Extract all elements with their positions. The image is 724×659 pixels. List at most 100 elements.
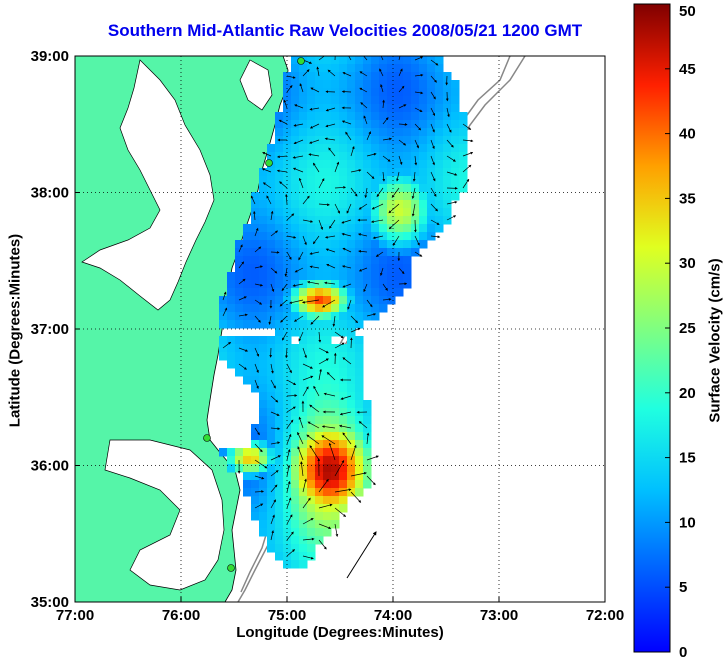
velocity-cell <box>355 96 364 105</box>
velocity-cell <box>267 512 276 521</box>
velocity-cell <box>307 544 316 553</box>
velocity-cell <box>363 144 372 153</box>
velocity-cell <box>363 176 372 185</box>
velocity-cell <box>307 312 316 321</box>
velocity-vector <box>430 75 437 83</box>
velocity-cell <box>299 152 308 161</box>
velocity-cell <box>275 288 284 297</box>
velocity-vector <box>318 523 332 530</box>
velocity-vector <box>270 250 280 254</box>
velocity-cell <box>435 184 444 193</box>
velocity-cell <box>403 72 412 81</box>
velocity-cell <box>339 128 348 137</box>
velocity-cell <box>227 352 236 361</box>
velocity-cell <box>339 472 348 481</box>
velocity-vector <box>318 539 327 550</box>
velocity-cell <box>291 360 300 369</box>
velocity-cell <box>403 264 412 273</box>
velocity-cell <box>331 248 340 257</box>
velocity-cell <box>307 304 316 313</box>
velocity-cell <box>315 416 324 425</box>
velocity-cell <box>307 392 316 401</box>
velocity-cell <box>219 344 228 353</box>
velocity-cell <box>291 184 300 193</box>
velocity-cell <box>355 176 364 185</box>
velocity-vector <box>382 137 393 141</box>
velocity-cell <box>347 160 356 169</box>
velocity-vector <box>430 171 436 182</box>
velocity-cell <box>291 72 300 81</box>
velocity-cell <box>315 368 324 377</box>
velocity-cell <box>259 368 268 377</box>
velocity-vector <box>286 433 292 445</box>
velocity-cell <box>371 240 380 249</box>
velocity-cell <box>323 472 332 481</box>
velocity-vector <box>341 265 352 269</box>
velocity-cell <box>435 216 444 225</box>
velocity-cell <box>307 248 316 257</box>
velocity-cell <box>339 280 348 289</box>
velocity-cell <box>339 496 348 505</box>
colorbar-tick-label: 25 <box>679 320 696 337</box>
velocity-vector <box>446 123 452 133</box>
velocity-cell <box>275 312 284 321</box>
velocity-cell <box>331 104 340 113</box>
velocity-cell <box>267 528 276 537</box>
velocity-cell <box>251 448 260 457</box>
velocity-cell <box>403 216 412 225</box>
velocity-vector <box>361 56 368 61</box>
velocity-cell <box>307 344 316 353</box>
velocity-cell <box>291 480 300 489</box>
velocity-cell <box>267 464 276 473</box>
velocity-cell <box>435 192 444 201</box>
velocity-cell <box>315 376 324 385</box>
velocity-vector <box>414 235 420 246</box>
velocity-vector <box>316 66 320 77</box>
velocity-vector <box>358 249 368 253</box>
velocity-cell <box>323 168 332 177</box>
velocity-cell <box>227 312 236 321</box>
velocity-cell <box>323 440 332 449</box>
velocity-cell <box>259 304 268 313</box>
velocity-cell <box>395 192 404 201</box>
velocity-cell <box>347 368 356 377</box>
velocity-cell <box>275 280 284 289</box>
velocity-cell <box>435 176 444 185</box>
velocity-cell <box>427 112 436 121</box>
velocity-cell <box>427 192 436 201</box>
velocity-cell <box>307 464 316 473</box>
velocity-cell <box>339 168 348 177</box>
velocity-cell <box>307 272 316 281</box>
velocity-cell <box>355 296 364 305</box>
velocity-cell <box>451 168 460 177</box>
velocity-cell <box>299 64 308 73</box>
velocity-cell <box>435 144 444 153</box>
velocity-cell <box>387 256 396 265</box>
velocity-cell <box>363 224 372 233</box>
velocity-vector <box>364 187 368 199</box>
velocity-cell <box>355 304 364 313</box>
velocity-vector <box>302 299 320 304</box>
velocity-cell <box>443 112 452 121</box>
velocity-cell <box>243 472 252 481</box>
velocity-vector <box>254 246 262 253</box>
velocity-cell <box>331 496 340 505</box>
velocity-cell <box>331 240 340 249</box>
velocity-cell <box>235 288 244 297</box>
velocity-cell <box>243 288 252 297</box>
velocity-cell <box>259 424 268 433</box>
velocity-cell <box>307 152 316 161</box>
velocity-vector <box>366 299 373 308</box>
velocity-cell <box>419 168 428 177</box>
velocity-cell <box>363 416 372 425</box>
velocity-vector <box>334 459 345 477</box>
velocity-cell <box>323 528 332 537</box>
velocity-cell <box>323 96 332 105</box>
velocity-cell <box>403 200 412 209</box>
velocity-cell <box>291 216 300 225</box>
velocity-cell <box>299 408 308 417</box>
velocity-cell <box>339 344 348 353</box>
velocity-vector <box>359 87 368 93</box>
velocity-vector <box>318 219 323 230</box>
velocity-cell <box>339 464 348 473</box>
